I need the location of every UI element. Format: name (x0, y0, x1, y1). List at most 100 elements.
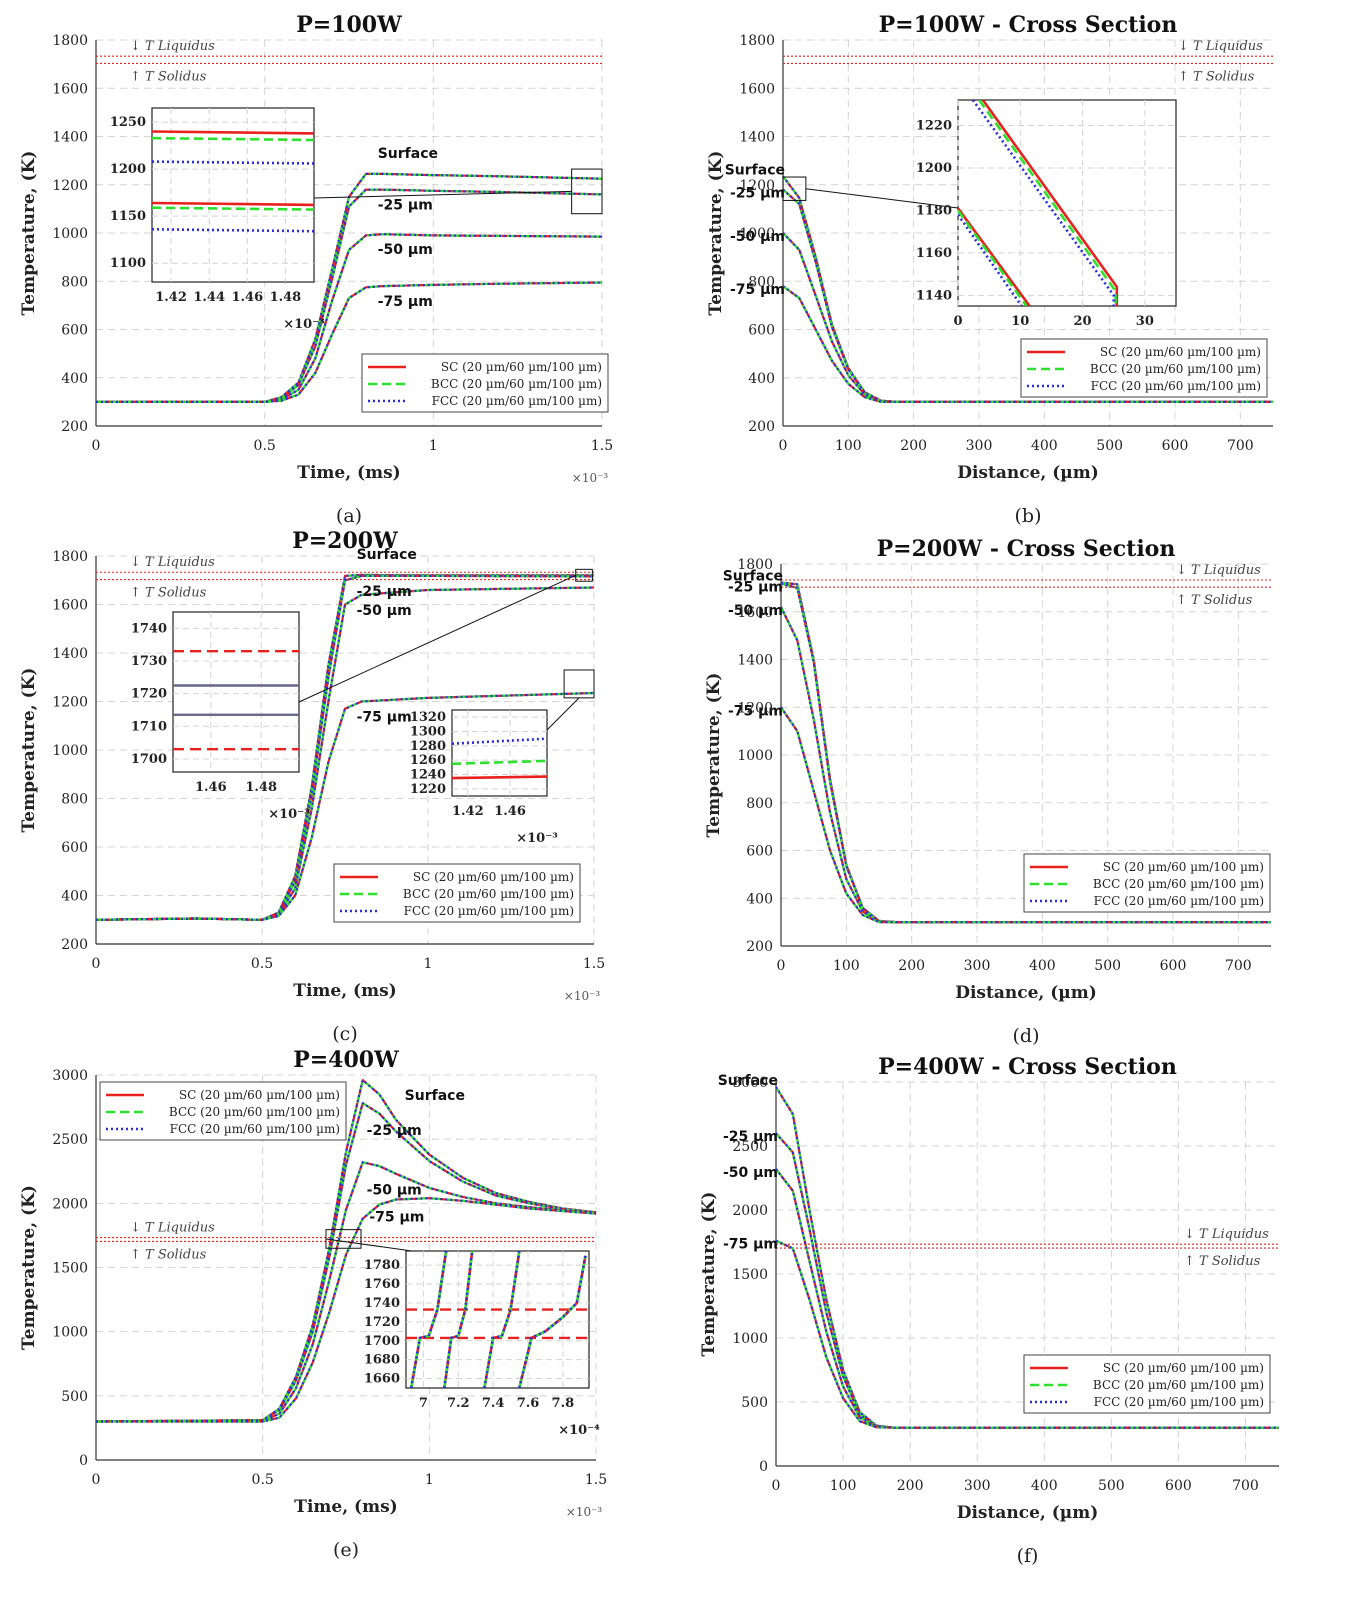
curve-label: -50 µm (730, 229, 785, 245)
series-line-fcc (96, 1197, 597, 1423)
curve-label: -75 µm (369, 1209, 424, 1225)
xtick-label: 500 (1096, 438, 1123, 454)
legend: SC (20 µm/60 µm/100 µm) BCC (20 µm/60 µm/… (361, 353, 609, 413)
liquidus-label: ↓ T Liquidus (1176, 563, 1261, 578)
inset-series-fcc (152, 160, 314, 165)
inset-ytick-label: 1200 (110, 162, 146, 177)
solidus-label: ↑ T Solidus (130, 69, 207, 84)
ytick-label: 400 (748, 371, 775, 387)
y-axis-label: Temperature, (K) (19, 1185, 39, 1350)
x-axis-label: Distance, (µm) (957, 463, 1099, 483)
ytick-label: 1600 (52, 81, 88, 97)
ytick-label: 1000 (52, 1325, 88, 1341)
inset-xtick-label: 30 (1136, 314, 1154, 329)
liquidus-label: ↓ T Liquidus (130, 1221, 215, 1236)
ytick-label: 3000 (732, 1075, 768, 1091)
inset-frame (957, 99, 1177, 307)
curves-group (95, 1078, 597, 1423)
curves-group (780, 581, 1271, 924)
inset-xtick-label: 1.42 (452, 804, 484, 819)
series-line-bcc (780, 606, 1271, 924)
curve-label: -75 µm (730, 282, 785, 298)
inset-xtick-label: 7.4 (482, 1396, 505, 1411)
inset-ytick-label: 1260 (410, 753, 446, 768)
legend-entry: BCC (20 µm/60 µm/100 µm) (1093, 877, 1264, 891)
inset-x-multiplier: ×10⁻³ (268, 807, 310, 822)
curve-label: -25 µm (357, 584, 412, 600)
inset-ytick-label: 1320 (410, 710, 446, 725)
legend: SC (20 µm/60 µm/100 µm) BCC (20 µm/60 µm/… (99, 1081, 347, 1141)
y-axis-label: Temperature, (K) (706, 151, 726, 316)
legend-entry: SC (20 µm/60 µm/100 µm) (179, 1088, 340, 1102)
inset-series-bcc (518, 1255, 587, 1388)
ytick-label: 1400 (52, 130, 88, 146)
legend: SC (20 µm/60 µm/100 µm) BCC (20 µm/60 µm/… (1023, 853, 1271, 913)
legend-entry: BCC (20 µm/60 µm/100 µm) (1093, 1378, 1264, 1392)
inset-series-bcc (978, 100, 1117, 306)
legend-entry: SC (20 µm/60 µm/100 µm) (413, 870, 574, 884)
ytick-label: 400 (61, 889, 88, 905)
inset-series-bcc (443, 1251, 474, 1388)
curve-label: -75 µm (728, 703, 783, 719)
inset-ytick-label: 1100 (110, 256, 146, 271)
x-axis-label: Time, (ms) (294, 1497, 397, 1517)
xtick-label: 600 (1160, 958, 1187, 974)
series-line-fcc (95, 1161, 597, 1423)
inset-series-group (452, 737, 547, 780)
curves-group (782, 175, 1273, 403)
liquidus-label: ↓ T Liquidus (1184, 1227, 1269, 1242)
ytick-label: 400 (746, 891, 773, 907)
solidus-label: ↑ T Solidus (1184, 1254, 1261, 1269)
ytick-label: 1400 (737, 653, 773, 669)
inset-ytick-label: 1280 (410, 739, 446, 754)
y-axis-label: Temperature, (K) (699, 1192, 719, 1357)
liquidus-label: ↓ T Liquidus (130, 39, 215, 54)
ytick-label: 400 (61, 371, 88, 387)
inset-xtick-label: 1.46 (195, 780, 227, 795)
ytick-label: 800 (61, 792, 88, 808)
ytick-label: 1600 (52, 598, 88, 614)
xtick-label: 1 (424, 956, 433, 972)
xtick-label: 0 (92, 438, 101, 454)
inset-ytick-label: 1720 (364, 1315, 400, 1330)
ytick-label: 800 (748, 274, 775, 290)
inset-series-bcc (409, 1251, 448, 1388)
inset-ytick-label: 1150 (110, 209, 146, 224)
x-multiplier: ×10⁻³ (564, 989, 601, 1003)
ytick-label: 1000 (52, 226, 88, 242)
ytick-label: 1600 (739, 81, 775, 97)
xtick-label: 400 (1031, 1478, 1058, 1494)
solidus-label: ↑ T Solidus (1176, 593, 1253, 608)
ytick-label: 200 (748, 419, 775, 435)
inset-series-bcc (452, 759, 547, 766)
ytick-label: 2000 (732, 1203, 768, 1219)
x-multiplier: ×10⁻³ (572, 471, 609, 485)
chart-title: P=400W (293, 1047, 399, 1073)
ytick-label: 200 (61, 419, 88, 435)
xtick-label: 0.5 (252, 1472, 274, 1488)
inset-xtick-label: 1.42 (155, 290, 187, 305)
inset-xtick-label: 10 (1011, 314, 1029, 329)
xtick-label: 700 (1232, 1478, 1259, 1494)
xtick-label: 500 (1094, 958, 1121, 974)
curve-label: Surface (405, 1088, 465, 1104)
inset-series-sc (452, 775, 547, 780)
inset-ytick-label: 1740 (364, 1296, 400, 1311)
ytick-label: 500 (61, 1389, 88, 1405)
xtick-label: 100 (833, 958, 860, 974)
ytick-label: 2500 (52, 1132, 88, 1148)
liquidus-label: ↓ T Liquidus (130, 555, 215, 570)
ytick-label: 1200 (52, 695, 88, 711)
legend-entry: SC (20 µm/60 µm/100 µm) (1100, 345, 1261, 359)
ytick-label: 0 (79, 1453, 88, 1469)
curve-label: -25 µm (378, 198, 433, 214)
inset-ytick-label: 1740 (131, 621, 167, 636)
xtick-label: 400 (1031, 438, 1058, 454)
ytick-label: 500 (741, 1395, 768, 1411)
ytick-label: 1500 (732, 1267, 768, 1283)
inset-ytick-label: 1220 (916, 118, 952, 133)
x-axis-label: Time, (ms) (297, 463, 400, 483)
inset-ytick-label: 1200 (916, 161, 952, 176)
